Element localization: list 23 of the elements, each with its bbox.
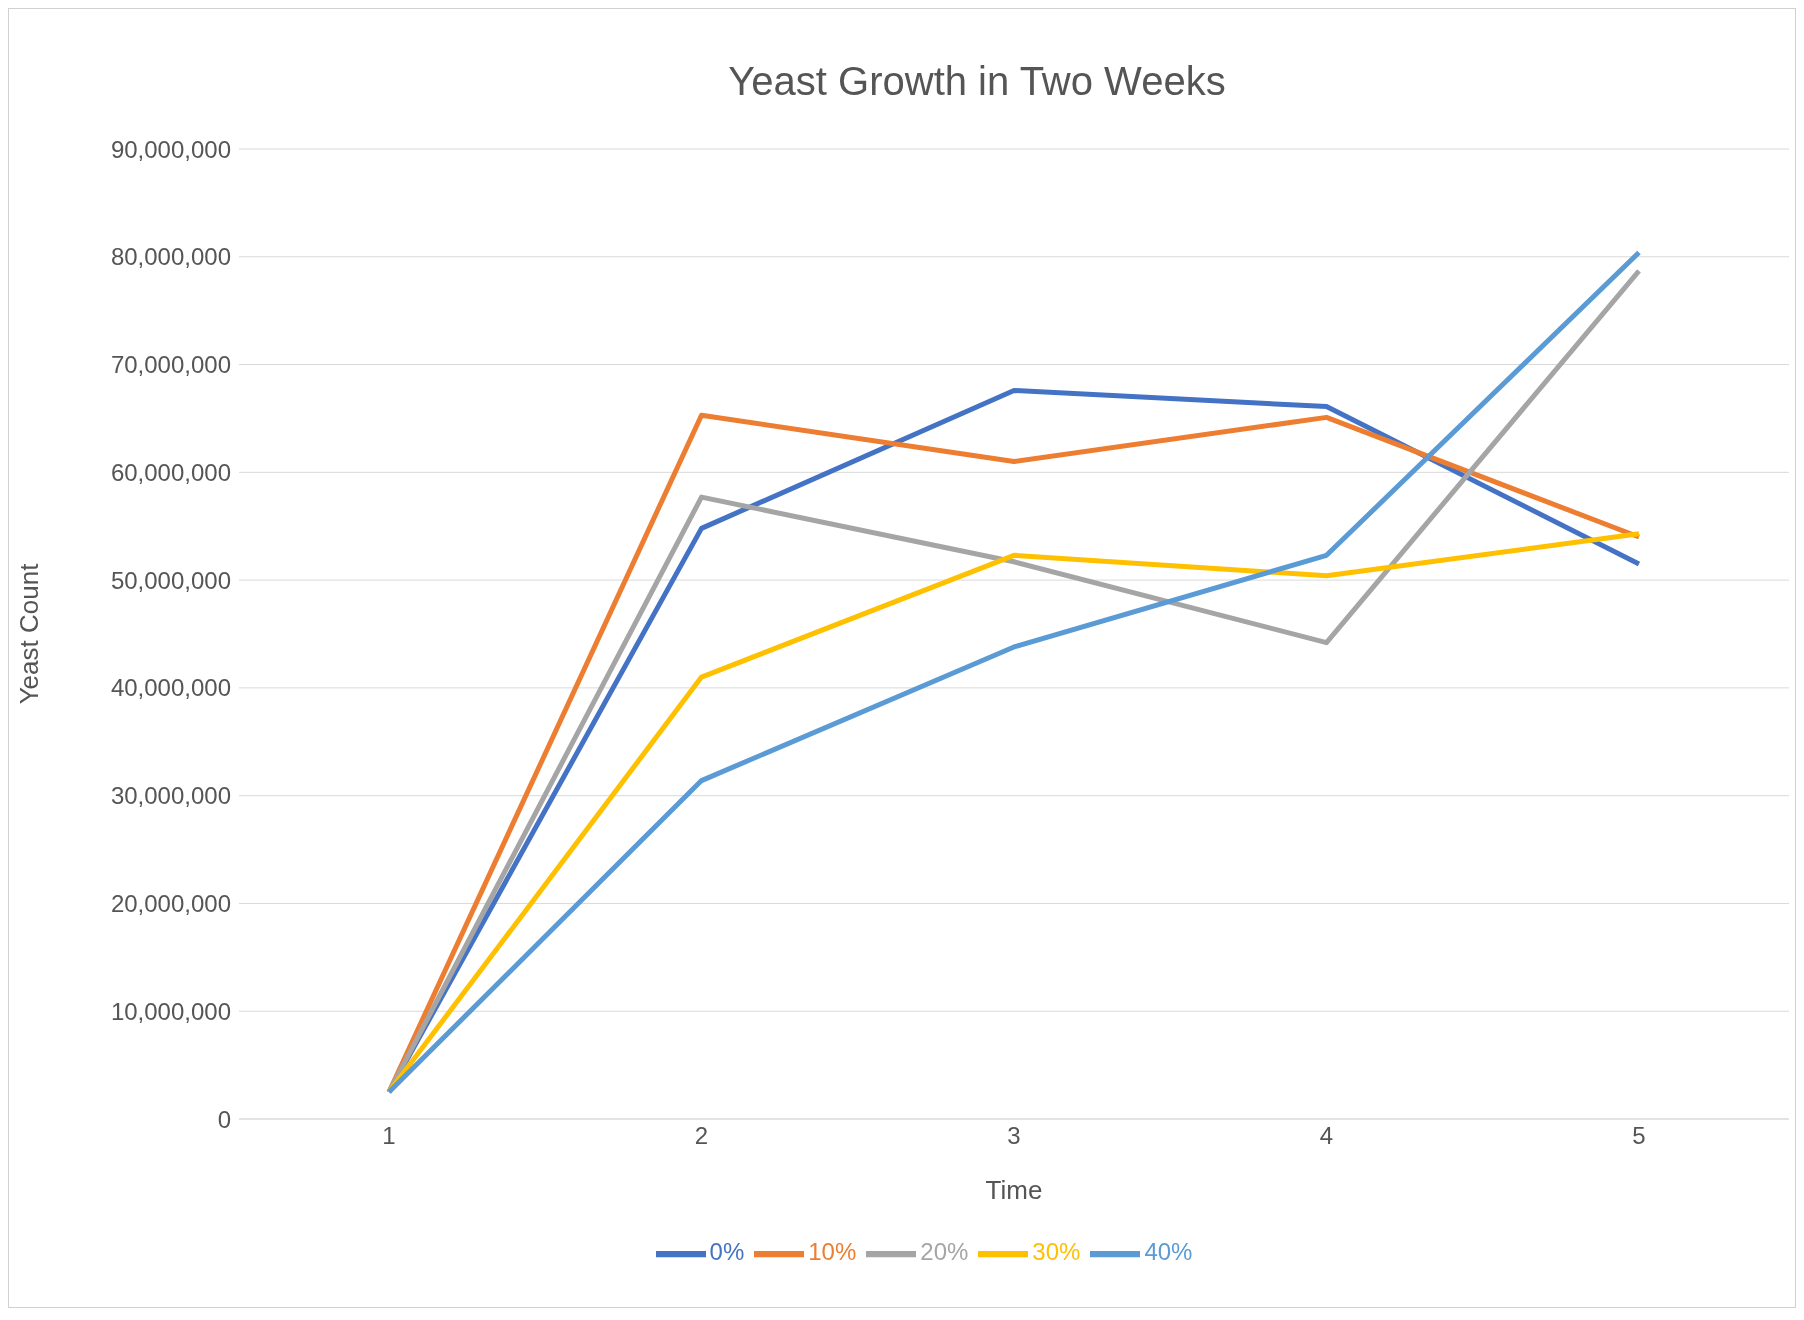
y-tick-label: 60,000,000	[110, 458, 231, 486]
x-tick-label: 1	[382, 1122, 396, 1150]
y-tick-label: 0	[217, 1105, 231, 1133]
x-axis-title: Time	[985, 1175, 1043, 1205]
y-tick-label: 90,000,000	[110, 135, 231, 163]
y-tick-label: 70,000,000	[110, 351, 231, 379]
x-tick-label: 2	[694, 1122, 709, 1150]
x-tick-label: 4	[1319, 1122, 1334, 1150]
y-tick-label: 10,000,000	[110, 997, 231, 1025]
y-axis-title: Yeast Count	[14, 562, 45, 705]
legend-label: 30%	[1032, 1238, 1081, 1266]
y-tick-label: 30,000,000	[110, 782, 231, 810]
y-tick-label: 50,000,000	[110, 566, 231, 594]
legend-label: 10%	[808, 1238, 857, 1266]
y-tick-label: 80,000,000	[110, 243, 231, 271]
legend-label: 0%	[709, 1238, 745, 1266]
x-tick-label: 5	[1632, 1122, 1646, 1150]
chart-title: Yeast Growth in Two Weeks	[727, 58, 1227, 105]
y-tick-label: 20,000,000	[110, 889, 231, 917]
y-tick-label: 40,000,000	[110, 674, 231, 702]
x-tick-label: 3	[1007, 1122, 1021, 1150]
legend-label: 20%	[920, 1238, 969, 1266]
legend-label: 40%	[1144, 1238, 1193, 1266]
